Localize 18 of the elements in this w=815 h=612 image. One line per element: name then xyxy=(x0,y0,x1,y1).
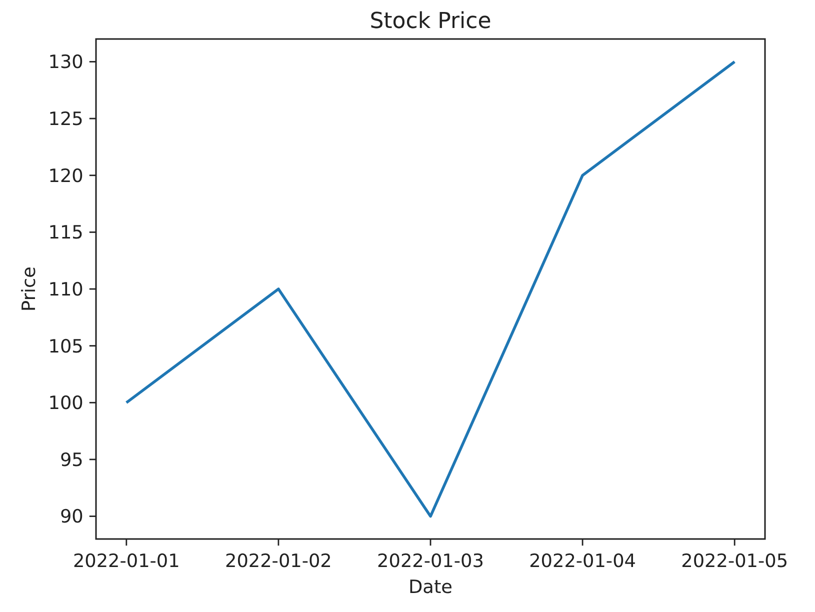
y-tick-label: 90 xyxy=(60,506,84,528)
x-tick-label: 2022-01-04 xyxy=(529,551,636,572)
x-tick-label: 2022-01-02 xyxy=(225,551,332,572)
y-axis-title: Price xyxy=(19,266,40,312)
x-tick-label: 2022-01-05 xyxy=(681,551,788,572)
x-tick-label: 2022-01-03 xyxy=(377,551,484,572)
line-series xyxy=(125,60,736,518)
y-tick-label: 100 xyxy=(48,393,84,414)
x-axis-title: Date xyxy=(408,577,452,598)
y-tick-label: 125 xyxy=(48,108,84,130)
y-tick-label: 130 xyxy=(48,52,84,74)
y-tick-label: 105 xyxy=(48,336,84,358)
x-tick-label: 2022-01-01 xyxy=(72,551,180,572)
y-tick-label: 95 xyxy=(60,450,84,471)
y-tick-label: 110 xyxy=(48,279,84,300)
chart-title: Stock Price xyxy=(370,9,492,34)
y-tick-label: 115 xyxy=(48,222,84,244)
y-tick-label: 120 xyxy=(48,166,84,187)
